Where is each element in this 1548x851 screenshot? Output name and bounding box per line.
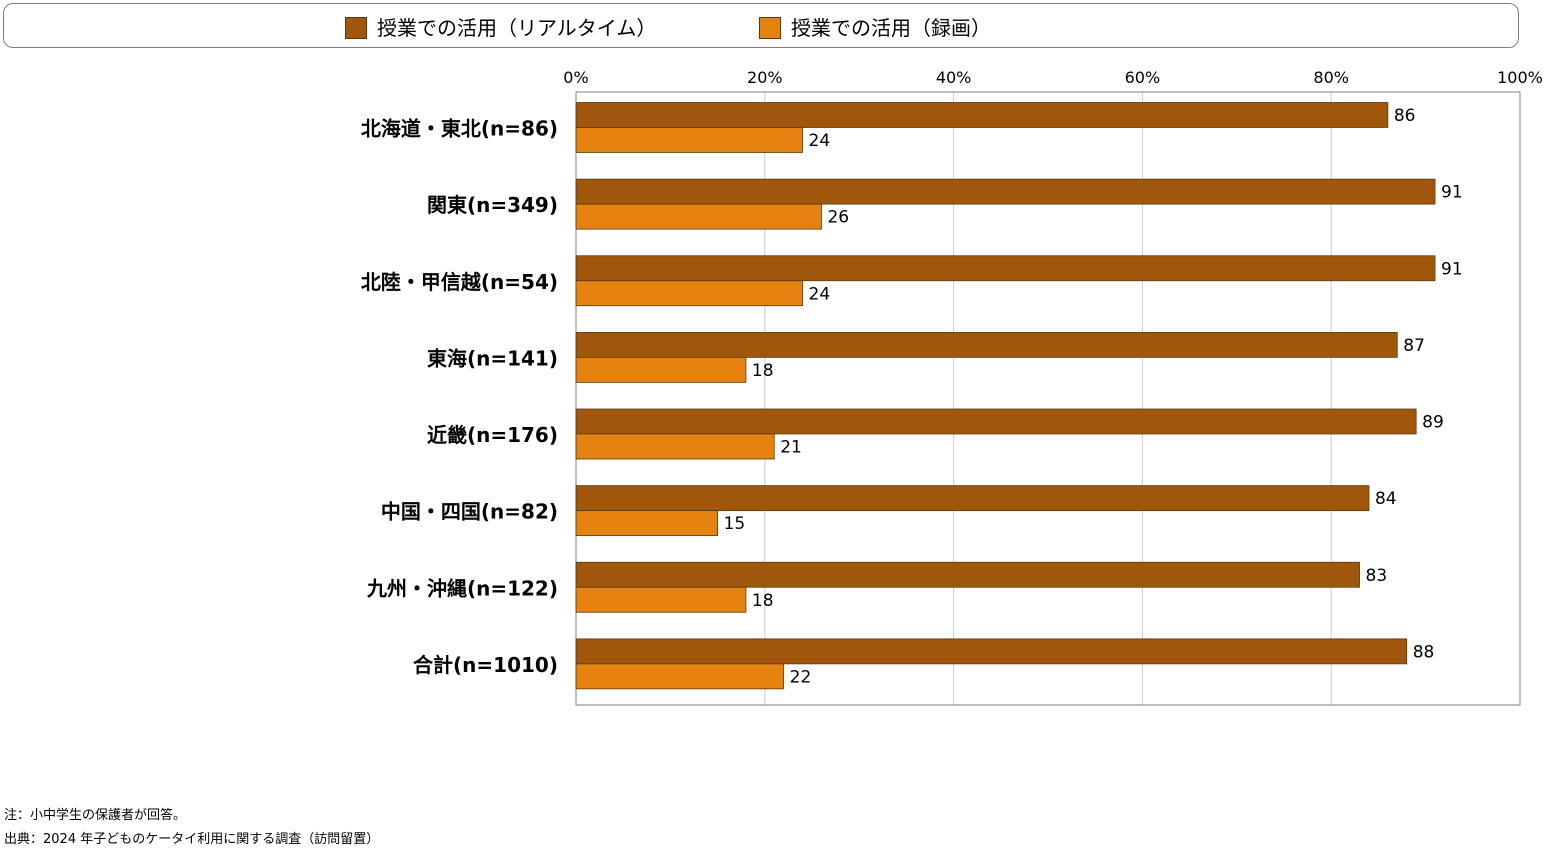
x-tick-label: 0% (563, 68, 588, 87)
data-label: 18 (752, 591, 774, 611)
data-label: 24 (809, 284, 831, 304)
data-label: 88 (1413, 642, 1435, 662)
legend-swatch-realtime (345, 17, 367, 39)
bar (575, 178, 1436, 205)
data-label: 86 (1394, 106, 1416, 126)
bar (575, 638, 1408, 665)
legend-entry-realtime: 授業での活用（リアルタイム） (345, 16, 656, 40)
bar (575, 203, 822, 230)
bar (575, 356, 747, 383)
category-label: 東海(n=141) (427, 346, 558, 370)
data-label: 24 (809, 131, 831, 151)
source-text: 出典：2024 年子どものケータイ利用に関する調査（訪問留置） (4, 832, 380, 847)
data-label: 91 (1441, 259, 1463, 279)
data-label: 87 (1403, 336, 1425, 356)
data-label: 22 (790, 667, 812, 687)
bar (575, 127, 803, 153)
bar (575, 102, 1389, 128)
plot-frame (575, 91, 1521, 706)
x-tick-label: 60% (1125, 68, 1161, 87)
bar (575, 280, 803, 307)
bar (575, 510, 719, 537)
legend-label-recorded: 授業での活用（録画） (791, 16, 991, 40)
data-label: 21 (780, 438, 802, 458)
data-label: 15 (724, 514, 746, 534)
category-label: 合計(n=1010) (413, 653, 558, 677)
legend-label-realtime: 授業での活用（リアルタイム） (377, 16, 657, 40)
category-label: 関東(n=349) (427, 193, 558, 217)
x-tick-label: 40% (936, 68, 972, 87)
legend-entry-recorded: 授業での活用（録画） (759, 16, 991, 40)
data-label: 18 (752, 361, 774, 381)
bar (575, 255, 1436, 282)
bar (575, 586, 747, 613)
chart-legend: 授業での活用（リアルタイム） 授業での活用（録画） (3, 3, 1519, 48)
bar (575, 561, 1360, 588)
category-label: 北海道・東北(n=86) (361, 117, 558, 141)
x-tick-label: 20% (747, 68, 783, 87)
bar (575, 663, 785, 690)
bar (575, 408, 1417, 435)
category-label: 近畿(n=176) (427, 423, 558, 447)
legend-swatch-recorded (759, 17, 781, 39)
note-text: 注：小中学生の保護者が回答。 (4, 808, 187, 823)
bar (575, 331, 1398, 358)
x-tick-label: 100% (1497, 68, 1543, 87)
x-tick-label: 80% (1313, 68, 1349, 87)
data-label: 84 (1375, 489, 1397, 509)
category-label: 北陸・甲信越(n=54) (361, 270, 558, 294)
bar (575, 485, 1370, 512)
bar (575, 433, 775, 460)
data-label: 89 (1422, 413, 1444, 433)
category-label: 九州・沖縄(n=122) (366, 576, 558, 600)
data-label: 91 (1441, 183, 1463, 203)
data-label: 26 (827, 208, 849, 228)
category-label: 中国・四国(n=82) (381, 500, 558, 524)
data-label: 83 (1366, 566, 1388, 586)
